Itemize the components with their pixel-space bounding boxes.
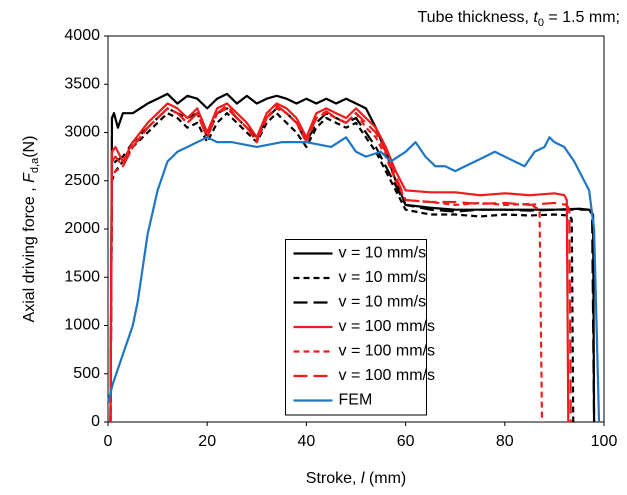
y-axis-label: Axial driving force , Fd,a(N)	[21, 136, 41, 323]
x-tick-label: 40	[298, 433, 316, 450]
legend-label: v = 10 mm/s	[339, 269, 427, 286]
y-tick-label: 500	[73, 365, 100, 382]
y-tick-label: 1000	[64, 317, 100, 334]
y-tick-label: 0	[91, 413, 100, 430]
legend-label: v = 10 mm/s	[339, 294, 427, 311]
y-label-text: (N)	[21, 136, 38, 158]
x-tick-label: 100	[591, 433, 618, 450]
annotation: Tube thickness, t0 = 1.5 mm;	[417, 9, 620, 29]
x-label-text: Stroke,	[306, 470, 361, 487]
y-label-subscript: d,a	[29, 157, 41, 173]
series-line	[109, 107, 596, 423]
legend-label: v = 100 mm/s	[339, 343, 435, 360]
series-line	[109, 104, 572, 423]
x-tick-label: 0	[104, 433, 113, 450]
y-label-symbol: F	[21, 172, 38, 183]
legend-label: FEM	[339, 392, 373, 409]
series-line	[109, 112, 575, 423]
annotation-text: = 1.5 mm;	[544, 9, 620, 26]
y-tick-label: 4000	[64, 27, 100, 44]
x-label-text: (mm)	[364, 470, 406, 487]
x-tick-label: 80	[496, 433, 514, 450]
legend-label: v = 100 mm/s	[339, 367, 435, 384]
y-tick-label: 1500	[64, 268, 100, 285]
annotation-subscript: 0	[538, 17, 544, 29]
y-tick-label: 2500	[64, 172, 100, 189]
annotation-text: Tube thickness,	[417, 9, 533, 26]
y-tick-label: 3500	[64, 75, 100, 92]
x-tick-label: 20	[198, 433, 216, 450]
annotation-symbol: t	[533, 9, 538, 26]
x-tick-label: 60	[397, 433, 415, 450]
series-line	[109, 102, 570, 423]
x-axis-label: Stroke, l (mm)	[306, 470, 406, 487]
x-label-symbol: l	[361, 470, 365, 487]
y-tick-label: 3000	[64, 124, 100, 141]
legend-label: v = 10 mm/s	[339, 245, 427, 262]
y-tick-label: 2000	[64, 220, 100, 237]
y-label-text: Axial driving force ,	[21, 183, 38, 323]
legend-label: v = 100 mm/s	[339, 318, 435, 335]
series-line	[106, 136, 601, 423]
